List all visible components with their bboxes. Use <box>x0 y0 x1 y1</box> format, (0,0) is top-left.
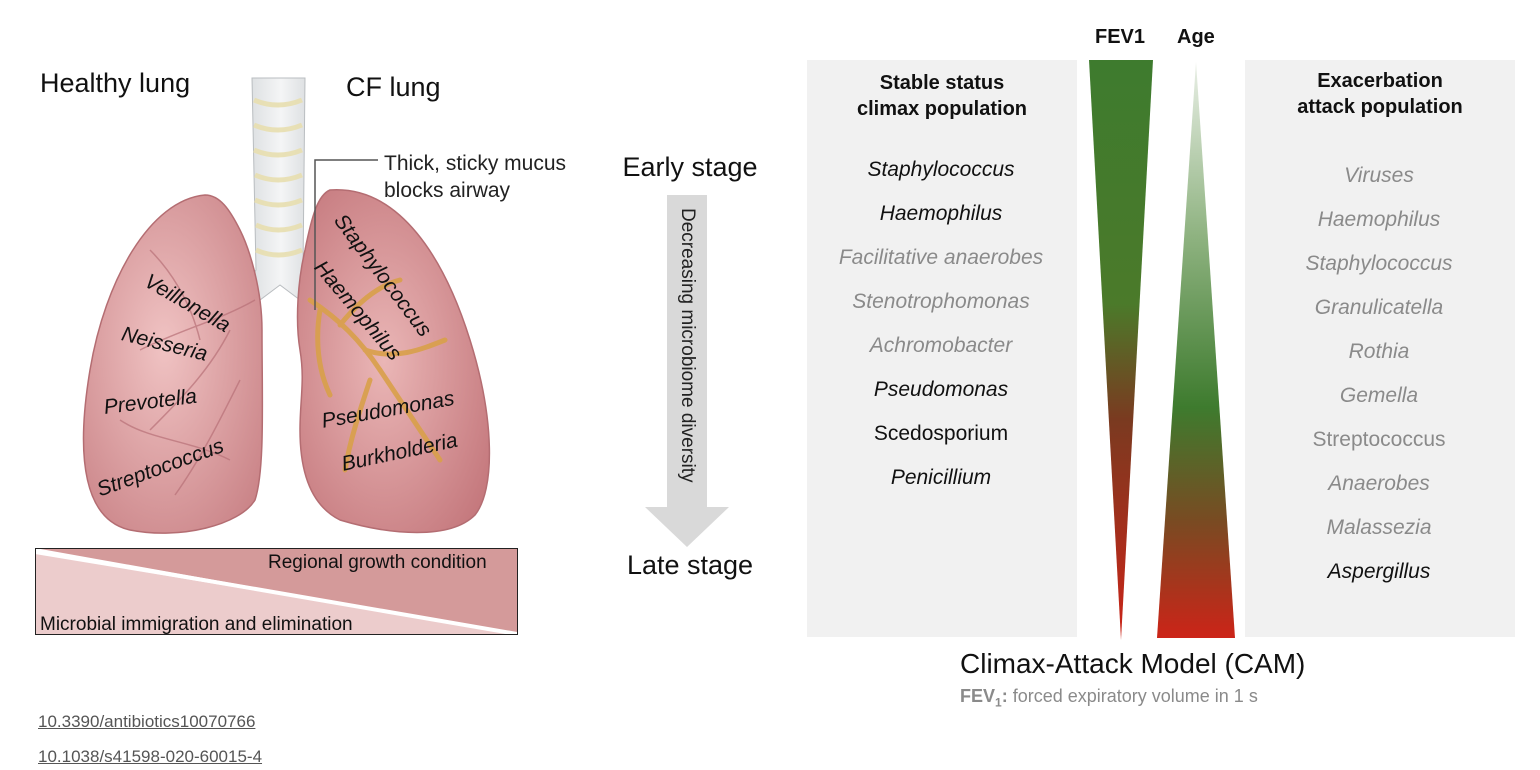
list-item: Rothia <box>1348 340 1410 363</box>
list-item: Streptococcus <box>1312 428 1446 451</box>
footnote-sub: 1 <box>995 695 1002 710</box>
exacerbation-population-list: Viruses Haemophilus Staphylococcus Granu… <box>1245 154 1513 594</box>
cf-lung-lobe <box>296 189 491 534</box>
footnote-colon: : <box>1001 686 1008 706</box>
exacerbation-population-title: Exacerbation attack population <box>1245 68 1515 120</box>
early-stage-label: Early stage <box>622 152 758 182</box>
age-label: Age <box>1177 26 1215 48</box>
late-stage-label: Late stage <box>626 550 754 580</box>
list-item: Malassezia <box>1326 516 1432 539</box>
stable-title-line1: Stable status <box>879 72 1005 94</box>
reference-link[interactable]: 10.1038/s41598-020-60015-4 <box>38 747 263 766</box>
list-item: Penicillium <box>890 466 992 489</box>
list-item: Achromobacter <box>869 334 1013 357</box>
cam-model-title: Climax-Attack Model (CAM) <box>960 648 1306 679</box>
list-item: Granulicatella <box>1314 296 1444 319</box>
fev1-decline-wedge <box>1089 60 1153 640</box>
list-item: Staphylococcus <box>1305 252 1453 275</box>
diversity-arrow <box>645 195 729 547</box>
age-increase-wedge <box>1157 62 1235 638</box>
footnote-term: FEV <box>960 686 996 706</box>
reference-link[interactable]: 10.3390/antibiotics10070766 <box>38 712 256 731</box>
footnote-text: forced expiratory volume in 1 s <box>1007 686 1258 706</box>
stable-title-line2: climax population <box>856 98 1028 120</box>
list-item: Aspergillus <box>1327 560 1431 583</box>
list-item: Gemella <box>1339 384 1419 407</box>
list-item: Staphylococcus <box>867 158 1015 181</box>
list-item: Haemophilus <box>1317 208 1441 231</box>
list-item: Haemophilus <box>879 202 1003 225</box>
diversity-arrow-label: Decreasing microbiome diversity <box>677 208 698 483</box>
mucus-callout: Thick, sticky mucus blocks airway <box>384 150 566 204</box>
list-item: Viruses <box>1344 164 1414 187</box>
stable-population-list: Staphylococcus Haemophilus Facilitative … <box>807 148 1075 500</box>
exacerbation-population-panel <box>1245 60 1515 637</box>
list-item: Pseudomonas <box>873 378 1009 401</box>
fev1-footnote: FEV1: forced expiratory volume in 1 s <box>960 686 1258 710</box>
cf-lung-title: CF lung <box>346 72 441 102</box>
immigration-elimination-label: Microbial immigration and elimination <box>40 614 353 635</box>
lung-illustration <box>82 77 491 534</box>
fev1-label: FEV1 <box>1095 26 1146 48</box>
stable-population-panel <box>807 60 1077 637</box>
regional-growth-label: Regional growth condition <box>268 552 487 573</box>
healthy-lung-lobe <box>82 194 264 534</box>
list-item: Facilitative anaerobes <box>838 246 1044 269</box>
growth-gradient-band <box>35 548 518 636</box>
exacerbation-title-line2: attack population <box>1297 96 1463 118</box>
list-item: Stenotrophomonas <box>852 290 1030 313</box>
list-item: Anaerobes <box>1328 472 1430 495</box>
mucus-callout-line2: blocks airway <box>384 179 511 202</box>
exacerbation-title-line1: Exacerbation <box>1317 70 1443 92</box>
list-item: Scedosporium <box>873 422 1009 445</box>
healthy-lung-title: Healthy lung <box>40 68 191 98</box>
stable-population-title: Stable status climax population <box>807 70 1077 122</box>
mucus-callout-line1: Thick, sticky mucus <box>384 152 567 175</box>
